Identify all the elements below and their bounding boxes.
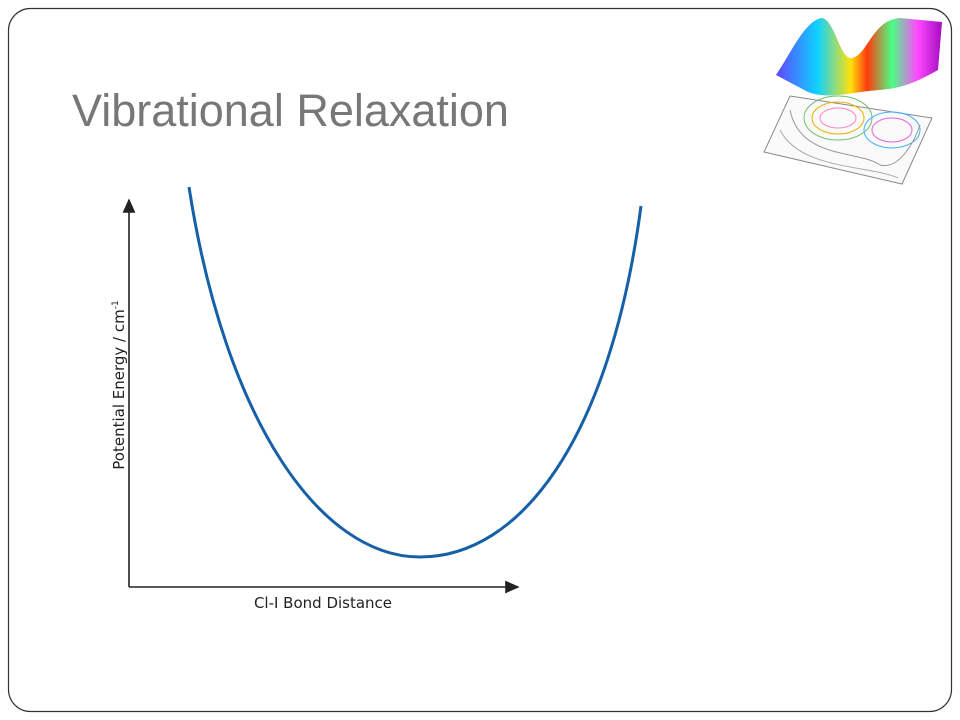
decorative-surface-image	[763, 18, 942, 185]
y-axis-label-superscript: -1	[111, 300, 121, 309]
slide-title: Vibrational Relaxation	[72, 85, 509, 136]
potential-curve	[187, 186, 643, 559]
y-axis-label: Potential Energy / cm-1	[110, 300, 128, 469]
slide-border	[7, 7, 953, 713]
y-axis-label-text: Potential Energy / cm	[110, 309, 128, 469]
x-axis-label: Cl-I Bond Distance	[254, 594, 392, 612]
